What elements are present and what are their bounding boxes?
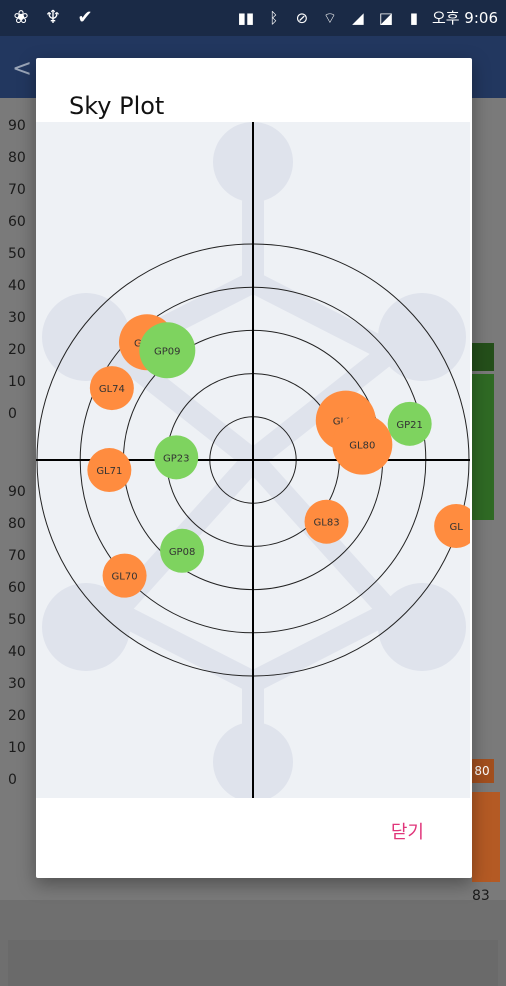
background-bar — [472, 343, 494, 371]
satellite-marker: GP21 — [387, 401, 432, 446]
satellite-dot — [102, 553, 147, 598]
satellite-marker: GL74 — [89, 366, 134, 411]
satellite-label: GP23 — [163, 453, 190, 464]
watermark-shape — [378, 583, 466, 671]
satellite-label: GL71 — [96, 466, 122, 477]
background-axis-label: 20 — [8, 342, 26, 358]
satellite-marker: GL70 — [102, 553, 147, 598]
satellite-dot — [160, 528, 205, 573]
background-axis-label: 70 — [8, 548, 26, 564]
background-axis-label: 30 — [8, 310, 26, 326]
satellite-dot — [139, 322, 196, 379]
sky-plot-dialog: Sky Plot GL74GL72GP09GP21GL82GL80GP23GL7… — [36, 58, 479, 878]
satellite-dot — [332, 414, 393, 475]
satellite-dot — [154, 435, 199, 480]
signal-icon: ◢ — [352, 8, 364, 27]
sky-plot: GL74GL72GP09GP21GL82GL80GP23GL71GL83GP08… — [36, 122, 479, 802]
satellite-label: GP08 — [169, 547, 196, 558]
satellite-label: GP09 — [154, 346, 181, 357]
battery-icon: ▮ — [409, 8, 419, 27]
satellite-label: GP21 — [396, 420, 423, 431]
background-axis-label: 70 — [8, 182, 26, 198]
background-axis-label: 50 — [8, 612, 26, 628]
satellite-marker: GL — [434, 504, 479, 549]
background-axis-label: 10 — [8, 740, 26, 756]
background-bar — [472, 792, 500, 882]
background-axis-label: 50 — [8, 246, 26, 262]
sky-plot-svg: GL74GL72GP09GP21GL82GL80GP23GL71GL83GP08… — [36, 122, 479, 802]
satellite-label: GL80 — [349, 441, 375, 452]
satellite-dot — [434, 504, 479, 549]
satellite-label: GL — [449, 522, 463, 533]
background-axis-label: 90 — [8, 118, 26, 134]
background-axis-label: 80 — [8, 150, 26, 166]
background-axis-label: 20 — [8, 708, 26, 724]
satellite-marker: GL80 — [332, 414, 393, 475]
bluetooth-icon: ᛒ — [269, 8, 279, 27]
satellite-marker: GP08 — [160, 528, 205, 573]
close-button[interactable]: 닫기 — [385, 814, 430, 848]
background-axis-label: 40 — [8, 644, 26, 660]
background-axis-label: 10 — [8, 374, 26, 390]
satellite-dot — [89, 366, 134, 411]
satellite-marker: GL83 — [304, 499, 349, 544]
satellite-dot — [387, 401, 432, 446]
barcode-icon: ▮▮ — [237, 8, 255, 27]
background-axis-label: 83 — [472, 888, 490, 904]
satellite-marker: GP09 — [139, 322, 196, 379]
status-bar: ❀ ♆ ✔ ▮▮ ᛒ ⊘ ⌔ ◢ ◪ ▮ 오후 9:06 — [0, 0, 506, 36]
background-axis-label: 90 — [8, 484, 26, 500]
satellite-label: GL83 — [314, 518, 340, 529]
satellite-marker: GL71 — [87, 448, 132, 493]
satellite-marker: GP23 — [154, 435, 199, 480]
background-axis-label: 0 — [8, 406, 17, 422]
satellite-dot — [87, 448, 132, 493]
background-axis-label: 0 — [8, 772, 17, 788]
back-button[interactable]: < — [12, 54, 33, 82]
dialog-title: Sky Plot — [69, 92, 165, 120]
status-time: 오후 9:06 — [431, 9, 498, 27]
background-axis-label: 80 — [8, 516, 26, 532]
settings-flower-icon: ❀ — [13, 7, 29, 28]
background-axis-label: 40 — [8, 278, 26, 294]
background-axis-label: 60 — [8, 214, 26, 230]
background-bar — [472, 374, 494, 520]
check-flag-icon: ✔ — [77, 7, 93, 28]
signal-x-icon: ◪ — [378, 8, 394, 27]
satellite-dot — [304, 499, 349, 544]
android-debug-icon: ♆ — [44, 7, 62, 28]
background-axis-label: 30 — [8, 676, 26, 692]
background-axis-label: 60 — [8, 580, 26, 596]
background-strip — [8, 940, 498, 986]
background-value-label: 80 — [470, 759, 494, 783]
do-not-disturb-icon: ⊘ — [295, 8, 309, 27]
satellite-label: GL70 — [112, 572, 138, 583]
watermark-shape — [378, 293, 466, 381]
satellite-label: GL74 — [99, 384, 125, 395]
wifi-icon: ⌔ — [322, 8, 337, 27]
